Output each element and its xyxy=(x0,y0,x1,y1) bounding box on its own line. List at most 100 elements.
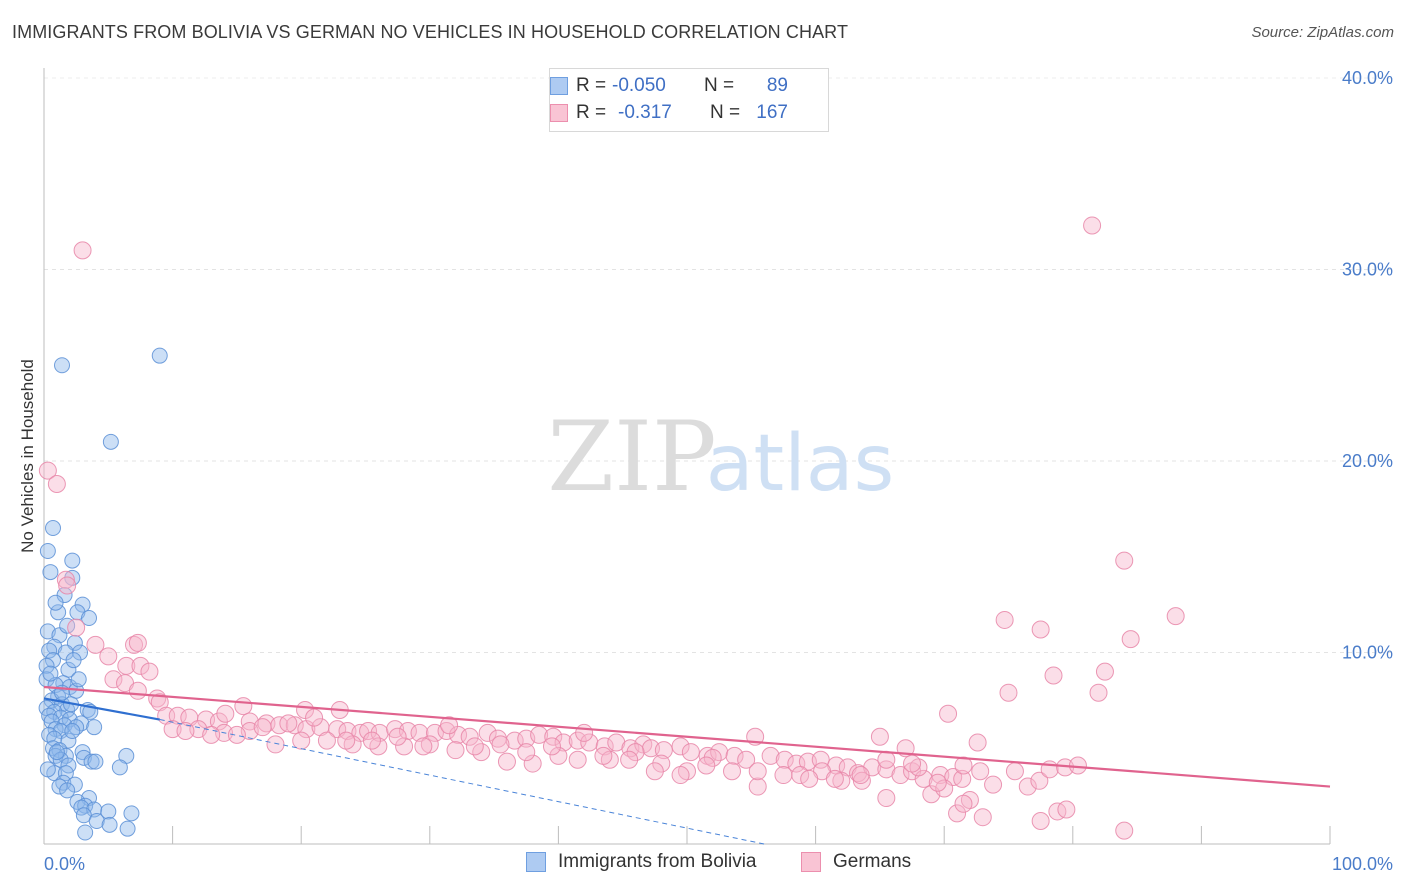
trend-lines xyxy=(43,685,1331,845)
point-germans xyxy=(973,808,992,827)
point-bolivia xyxy=(45,520,62,537)
point-germans xyxy=(398,722,417,741)
x-tick-label: 0.0% xyxy=(44,854,85,874)
legend-label-germans: Germans xyxy=(833,851,912,872)
legend-swatch-germans xyxy=(550,104,568,122)
series-germans xyxy=(38,216,1185,840)
point-germans xyxy=(554,733,573,752)
point-germans xyxy=(1115,821,1134,840)
point-germans xyxy=(620,750,639,769)
y-tick-label: 20.0% xyxy=(1342,451,1393,471)
point-germans xyxy=(1048,802,1067,821)
y-tick-label: 40.0% xyxy=(1342,68,1393,88)
point-germans xyxy=(446,741,465,760)
point-bolivia xyxy=(38,657,55,674)
point-germans xyxy=(491,735,510,754)
legend-n-label: N = xyxy=(710,102,741,123)
point-germans xyxy=(626,743,645,762)
point-germans xyxy=(86,635,105,654)
point-bolivia xyxy=(48,744,65,761)
point-germans xyxy=(317,731,336,750)
point-germans xyxy=(891,766,910,785)
point-germans xyxy=(497,752,516,771)
point-germans xyxy=(697,756,716,775)
point-bolivia xyxy=(123,805,140,822)
point-germans xyxy=(971,762,990,781)
legend-r-value: -0.317 xyxy=(618,102,672,123)
x-tick-label: 100.0% xyxy=(1332,854,1393,874)
point-germans xyxy=(775,750,794,769)
point-germans xyxy=(420,735,439,754)
legend-item-bolivia[interactable]: Immigrants from Bolivia xyxy=(526,851,757,873)
point-germans xyxy=(914,769,933,788)
point-germans xyxy=(104,670,123,689)
point-germans xyxy=(460,727,479,746)
point-germans xyxy=(362,731,381,750)
point-germans xyxy=(999,683,1018,702)
point-germans xyxy=(748,762,767,781)
point-germans xyxy=(38,461,57,480)
point-germans xyxy=(292,731,311,750)
point-germans xyxy=(544,727,563,746)
legend-swatch-bolivia xyxy=(526,852,546,872)
point-germans xyxy=(954,756,973,775)
point-germans xyxy=(176,722,195,741)
point-bolivia xyxy=(111,759,128,776)
point-bolivia xyxy=(39,543,56,560)
point-bolivia xyxy=(81,610,98,627)
point-germans xyxy=(73,241,92,260)
point-germans xyxy=(595,737,614,756)
point-germans xyxy=(1057,800,1076,819)
point-germans xyxy=(47,474,66,493)
point-germans xyxy=(575,723,594,742)
legend-r-value: -0.050 xyxy=(612,75,666,96)
point-germans xyxy=(414,737,433,756)
point-bolivia xyxy=(64,552,81,569)
legend-row-bolivia: R = -0.050 N = 89 xyxy=(550,74,788,98)
point-bolivia xyxy=(47,594,64,611)
point-germans xyxy=(1018,777,1037,796)
legend-r-label: R = xyxy=(576,75,607,96)
point-germans xyxy=(56,570,75,589)
point-germans xyxy=(568,750,587,769)
point-bolivia xyxy=(42,665,59,682)
legend-n-value: 89 xyxy=(766,75,788,96)
point-germans xyxy=(671,766,690,785)
point-germans xyxy=(542,737,561,756)
point-bolivia xyxy=(102,433,119,450)
trendline-bolivia-extension xyxy=(159,719,765,845)
point-bolivia xyxy=(64,723,81,740)
point-germans xyxy=(1083,216,1102,235)
point-germans xyxy=(984,775,1003,794)
point-germans xyxy=(725,746,744,765)
point-germans xyxy=(954,794,973,813)
axes xyxy=(43,68,1331,845)
point-germans xyxy=(128,633,147,652)
point-germans xyxy=(478,723,497,742)
legend-n-label: N = xyxy=(704,75,735,96)
point-bolivia xyxy=(39,761,56,778)
point-germans xyxy=(877,750,896,769)
correlation-legend: R = -0.050 N = 89 R = -0.317 N = 167 xyxy=(549,68,829,132)
point-germans xyxy=(1031,812,1050,831)
point-germans xyxy=(449,725,468,744)
point-germans xyxy=(168,706,187,725)
point-germans xyxy=(748,777,767,796)
point-germans xyxy=(877,789,896,808)
point-germans xyxy=(811,750,830,769)
point-germans xyxy=(870,727,889,746)
watermark-atlas: atlas xyxy=(706,419,895,509)
legend-item-germans[interactable]: Germans xyxy=(801,851,911,873)
point-bolivia xyxy=(45,652,62,669)
legend-swatch-germans xyxy=(801,852,821,872)
point-germans xyxy=(517,743,536,762)
legend-r-label: R = xyxy=(576,102,607,123)
point-bolivia xyxy=(77,824,94,841)
chart-title: IMMIGRANTS FROM BOLIVIA VS GERMAN NO VEH… xyxy=(12,22,849,42)
point-bolivia xyxy=(57,765,74,782)
point-germans xyxy=(209,712,228,731)
point-bolivia xyxy=(100,803,117,820)
point-germans xyxy=(948,804,967,823)
point-germans xyxy=(305,708,324,727)
